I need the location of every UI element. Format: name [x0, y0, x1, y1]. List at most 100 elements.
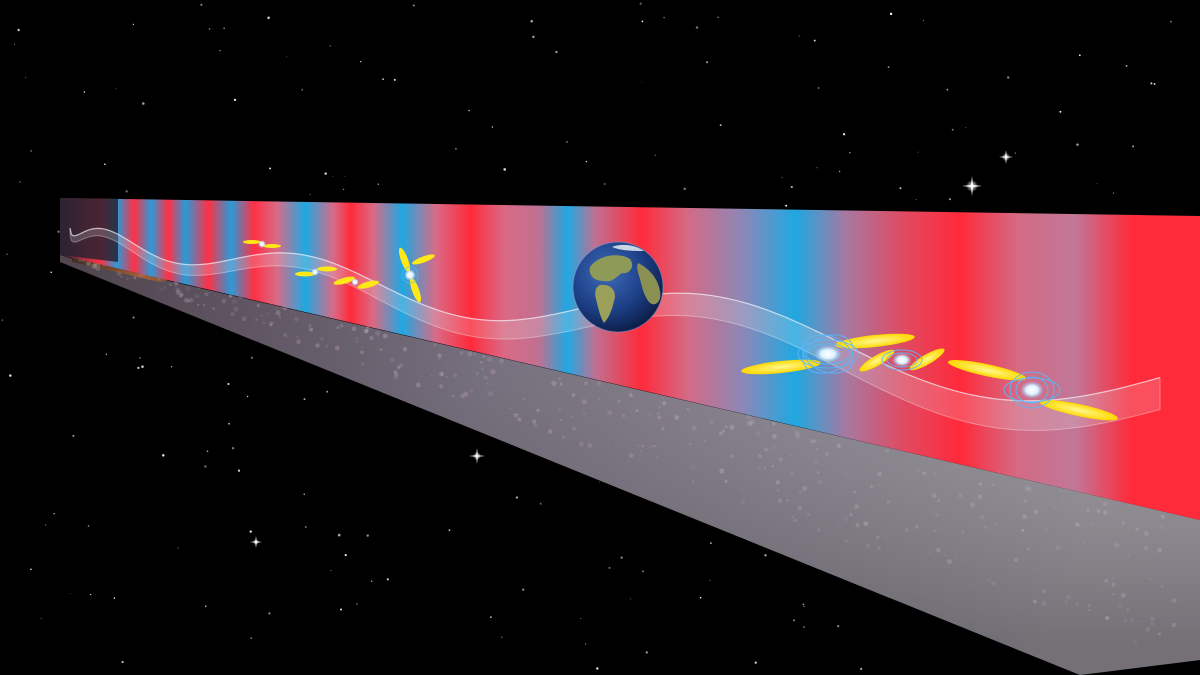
star-dot [206, 450, 209, 453]
star-dot [250, 356, 254, 360]
star-dot [709, 542, 712, 545]
star-dot [641, 20, 644, 23]
star-dot [798, 35, 800, 37]
star-dot [683, 187, 686, 191]
star-dot [1076, 143, 1079, 146]
star-dot [386, 578, 389, 581]
star-dot [1059, 110, 1062, 113]
star-dot [706, 61, 709, 64]
star-dot [565, 140, 569, 144]
star-dot [793, 619, 795, 622]
star-dot [19, 181, 21, 183]
star-dot [304, 525, 307, 529]
star-dot [608, 566, 611, 569]
star-dot [332, 175, 334, 177]
star-dot [132, 23, 134, 25]
star-dot [137, 366, 140, 370]
star-dot [503, 168, 507, 171]
star-dot [555, 50, 558, 54]
star-dot [286, 56, 288, 58]
star-dot [1125, 65, 1128, 67]
star-dot [30, 568, 32, 571]
star-dot [803, 605, 805, 607]
pulsar-icon [333, 276, 379, 289]
star-dot [603, 183, 606, 185]
star-dot [491, 126, 494, 128]
star-dot [468, 109, 470, 112]
star-dot [764, 554, 767, 557]
star-dot [250, 637, 253, 640]
star-dot [45, 524, 47, 526]
star-dot [781, 177, 783, 179]
star-dot [1153, 83, 1156, 85]
star-dot [699, 596, 702, 599]
star-dot [14, 43, 16, 45]
star-dot [344, 554, 347, 557]
star-dot [268, 612, 271, 615]
star-dot [817, 87, 820, 89]
star-dot [208, 28, 211, 30]
pulsar-icon [741, 333, 915, 375]
star-dot [585, 160, 588, 163]
star-dot [539, 502, 542, 505]
star-dot [162, 454, 165, 457]
star-dot [946, 88, 949, 91]
star-dot [303, 398, 306, 401]
star-dot [860, 667, 863, 671]
star-dot [515, 496, 519, 499]
star-dot [233, 98, 237, 101]
star-dot [231, 447, 235, 450]
star-sparkle-icon [250, 536, 262, 548]
star-dot [393, 78, 396, 81]
star-dot [170, 366, 173, 368]
star-dot [177, 547, 179, 549]
star-dot [340, 608, 342, 611]
star-dot [630, 598, 632, 600]
star-dot [69, 593, 71, 595]
star-dot [951, 128, 954, 131]
star-dot [454, 147, 457, 150]
star-dot [228, 422, 230, 425]
star-dot [269, 167, 272, 170]
star-dot [917, 151, 919, 153]
star-dot [448, 529, 451, 532]
star-dot [303, 493, 305, 495]
star-dot [324, 172, 327, 175]
star-dot [219, 49, 221, 52]
star-dot [580, 617, 582, 619]
star-dot [90, 593, 92, 596]
star-dot [719, 124, 722, 127]
star-dot [205, 605, 207, 607]
star-dot [309, 194, 311, 196]
star-dot [1170, 20, 1172, 23]
pulsar-icon [295, 266, 337, 277]
star-dot [922, 20, 924, 22]
star-dot [25, 76, 27, 78]
star-dot [227, 382, 230, 386]
star-dot [9, 374, 12, 377]
star-dot [620, 556, 623, 559]
star-dot [267, 16, 270, 20]
star-dot [709, 579, 711, 582]
star-dot [1014, 152, 1016, 154]
star-dot [585, 643, 587, 645]
star-dot [813, 39, 816, 42]
star-dot [141, 365, 144, 368]
star-sparkle-icon [962, 176, 982, 196]
star-dot [522, 588, 525, 591]
star-dot [330, 569, 332, 571]
star-dot [142, 102, 145, 105]
star-dot [17, 28, 20, 32]
pulsar-icon [243, 240, 281, 248]
star-sparkle-icon [469, 448, 485, 464]
star-dot [887, 66, 890, 69]
star-dot [842, 133, 846, 136]
star-dot [654, 154, 656, 156]
star-dot [104, 163, 106, 166]
star-dot [1078, 54, 1081, 57]
star-dot [412, 4, 415, 7]
star-dot [237, 469, 241, 472]
star-dot [899, 187, 902, 190]
